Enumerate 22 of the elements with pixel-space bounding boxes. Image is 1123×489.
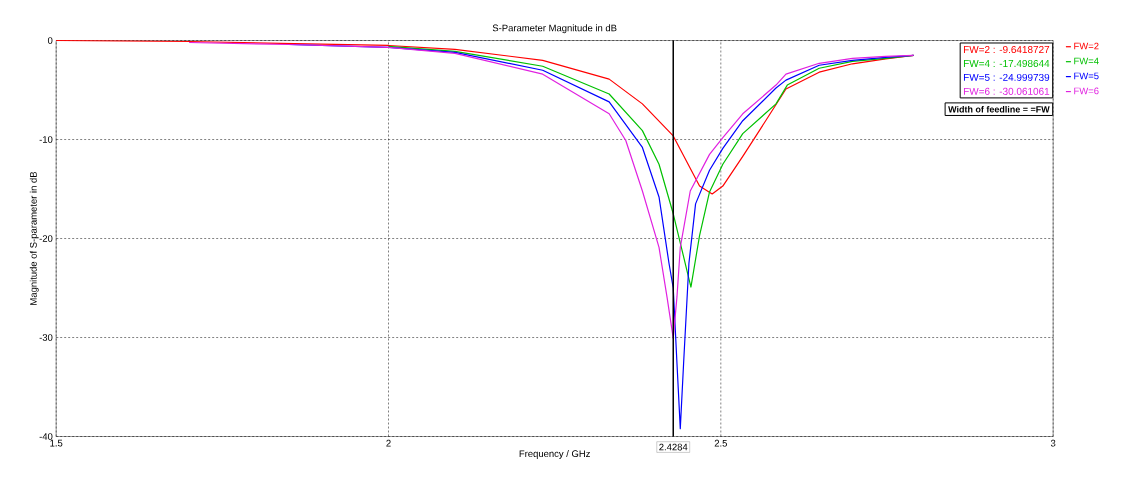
y-axis-title: Magnitude of S-parameter in dB: [29, 171, 39, 305]
y-tick-label: -10: [39, 136, 53, 143]
x-tick-label: 2: [386, 439, 391, 447]
annotation: Width of feedline = =FW: [948, 105, 1050, 113]
annotation: FW=2 : -9.6418727: [963, 46, 1050, 54]
y-tick-label: -20: [39, 235, 53, 242]
annotation: FW=5 : -24.999739: [963, 73, 1050, 81]
y-tick-label: -40: [39, 433, 53, 440]
legend-label: FW=5: [1074, 72, 1099, 80]
annotation: FW=6 : -30.061061: [963, 87, 1050, 95]
legend-label: FW=6: [1074, 87, 1099, 95]
x-tick-label: 1.5: [50, 439, 63, 447]
y-tick-label: 0: [47, 37, 53, 44]
y-tick-label: -30: [39, 334, 53, 341]
legend-label: FW=4: [1074, 57, 1099, 65]
x-tick-label: 2.5: [714, 439, 728, 447]
x-tick-label: 3: [1050, 439, 1056, 447]
ref-line-label: 2.4284: [659, 443, 688, 451]
x-axis-title: Frequency / GHz: [519, 450, 590, 459]
annotation: FW=4 : -17.498644: [963, 59, 1050, 67]
chart-title: S-Parameter Magnitude in dB: [492, 24, 617, 34]
legend-label: FW=2: [1074, 42, 1099, 50]
